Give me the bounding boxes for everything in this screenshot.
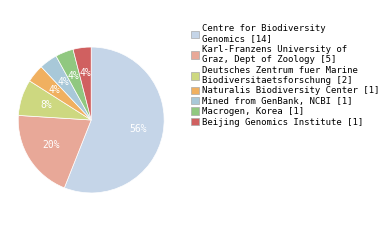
Text: 20%: 20% — [42, 140, 60, 150]
Wedge shape — [73, 47, 91, 120]
Legend: Centre for Biodiversity
Genomics [14], Karl-Franzens University of
Graz, Dept of: Centre for Biodiversity Genomics [14], K… — [190, 24, 380, 126]
Text: 4%: 4% — [57, 77, 69, 87]
Text: 4%: 4% — [68, 71, 80, 81]
Wedge shape — [18, 115, 91, 188]
Wedge shape — [18, 81, 91, 120]
Text: 56%: 56% — [129, 124, 147, 134]
Wedge shape — [56, 49, 91, 120]
Text: 4%: 4% — [79, 68, 91, 78]
Text: 8%: 8% — [40, 100, 52, 110]
Wedge shape — [41, 56, 91, 120]
Text: 4%: 4% — [49, 85, 60, 95]
Wedge shape — [30, 67, 91, 120]
Wedge shape — [64, 47, 164, 193]
